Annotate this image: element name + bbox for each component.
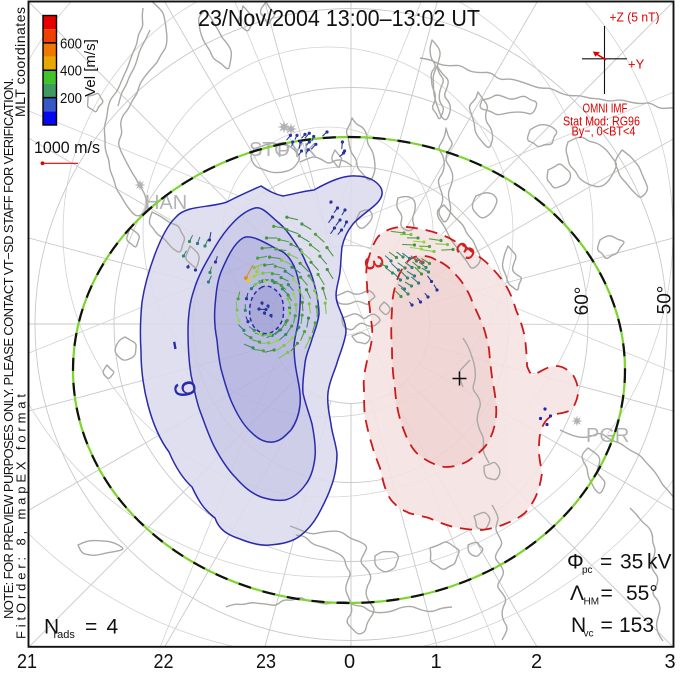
- svg-text:60°: 60°: [572, 287, 593, 316]
- svg-text:rads: rads: [54, 629, 76, 641]
- svg-text:22: 22: [154, 651, 174, 673]
- svg-text:23/Nov/2004 13:00–13:02 UT: 23/Nov/2004 13:00–13:02 UT: [198, 5, 480, 31]
- svg-text:+Z (5 nT): +Z (5 nT): [610, 10, 660, 25]
- svg-text:Φ: Φ: [567, 551, 584, 574]
- svg-text:600: 600: [60, 37, 82, 53]
- svg-text:21: 21: [17, 651, 37, 673]
- svg-text:PYK: PYK: [277, 140, 318, 162]
- svg-text:N: N: [44, 616, 59, 639]
- svg-text:200: 200: [60, 91, 82, 107]
- svg-text:23: 23: [256, 651, 276, 673]
- svg-text:vc: vc: [584, 629, 594, 640]
- svg-text:=: =: [601, 582, 613, 605]
- svg-text:kV: kV: [647, 551, 672, 574]
- svg-text:153: 153: [619, 614, 654, 637]
- svg-text:400: 400: [60, 64, 82, 80]
- svg-text:1: 1: [430, 651, 441, 673]
- svg-text:=: =: [601, 614, 613, 637]
- svg-text:OMNI IMF: OMNI IMF: [583, 101, 628, 116]
- svg-text:Λ: Λ: [570, 582, 584, 605]
- svg-text:1000 m/s: 1000 m/s: [34, 138, 100, 157]
- svg-text:3: 3: [664, 651, 675, 673]
- svg-text:HM: HM: [584, 597, 600, 608]
- svg-text:2: 2: [531, 651, 542, 673]
- svg-text:N: N: [571, 614, 586, 637]
- svg-text:pc: pc: [582, 565, 593, 576]
- svg-text:3: 3: [358, 253, 390, 272]
- svg-text:NOTE: FOR PREVIEW PURPOSES ONL: NOTE: FOR PREVIEW PURPOSES ONLY. PLEASE …: [1, 78, 16, 619]
- svg-text:0: 0: [344, 651, 355, 673]
- svg-text:HAN: HAN: [145, 192, 187, 214]
- svg-text:Stat Mod: RG96: Stat Mod: RG96: [563, 114, 640, 129]
- svg-text:PGR: PGR: [586, 425, 629, 447]
- svg-text:4: 4: [107, 616, 119, 639]
- svg-text:Vel [m/s]: Vel [m/s]: [82, 39, 99, 97]
- svg-text:=: =: [600, 551, 612, 574]
- svg-text:50°: 50°: [655, 286, 676, 315]
- svg-text:+Y: +Y: [628, 57, 645, 72]
- svg-text:MLT coordinates: MLT coordinates: [12, 7, 28, 117]
- svg-text:35: 35: [620, 551, 643, 574]
- svg-text:FitOrder: 8, mapEX format: FitOrder: 8, mapEX format: [14, 394, 29, 639]
- svg-text:55°: 55°: [626, 582, 658, 605]
- svg-text:By−, 0<BT<4: By−, 0<BT<4: [572, 124, 636, 139]
- svg-text:=: =: [85, 616, 97, 639]
